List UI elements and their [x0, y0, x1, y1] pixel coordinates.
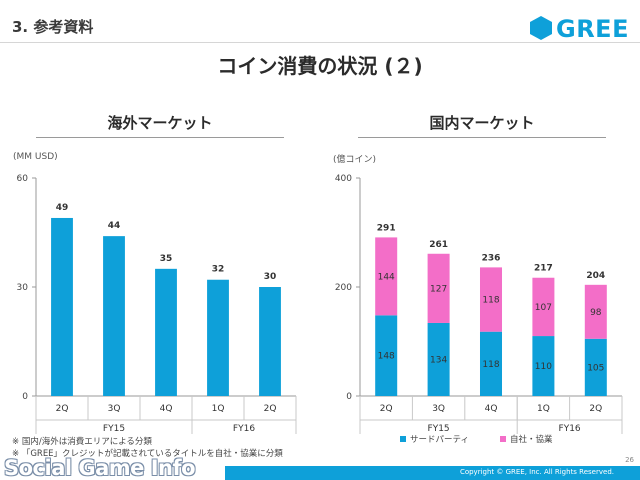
overseas-bar-value-label: 32 — [212, 265, 225, 275]
domestic-bar-third-party — [584, 338, 607, 396]
domestic-bar-third-party — [479, 331, 503, 396]
copyright: Copyright © GREE, Inc. All Rights Reserv… — [459, 468, 614, 476]
domestic-bar-in-house-label: 144 — [378, 272, 395, 282]
overseas-category-label: 2Q — [56, 404, 69, 414]
domestic-legend-swatch — [400, 436, 406, 442]
overseas-bar — [51, 217, 73, 396]
overseas-y-tick-label: 60 — [17, 174, 29, 184]
overseas-bar — [207, 279, 229, 396]
domestic-bar-in-house-label: 98 — [590, 308, 602, 318]
hexagon-logo-icon — [530, 16, 552, 40]
domestic-bar-total-label: 204 — [586, 271, 605, 281]
domestic-bar-in-house — [427, 253, 450, 323]
domestic-bar-total-label: 261 — [429, 240, 448, 250]
overseas-bar — [259, 287, 281, 396]
domestic-category-label: 4Q — [485, 404, 498, 414]
footer-band — [225, 466, 640, 480]
overseas-bar-value-label: 35 — [160, 254, 173, 264]
overseas-category-label: 2Q — [264, 404, 277, 414]
overseas-unit-label: (MM USD) — [13, 152, 58, 162]
overseas-bar-value-label: 49 — [56, 203, 69, 213]
domestic-y-tick-label: 400 — [335, 174, 352, 184]
domestic-group-label: FY16 — [559, 424, 581, 434]
domestic-bar-third-party-label: 110 — [535, 362, 552, 372]
domestic-category-label: 2Q — [380, 404, 393, 414]
overseas-panel-divider — [36, 137, 284, 138]
domestic-y-tick-label: 0 — [346, 392, 352, 402]
domestic-panel-title: 国内マーケット — [429, 114, 535, 132]
overseas-group-label: FY15 — [103, 424, 125, 434]
domestic-bar-total-label: 236 — [482, 253, 501, 263]
domestic-legend-label: 自社・協業 — [510, 434, 553, 445]
domestic-bar-third-party-label: 148 — [378, 352, 395, 362]
domestic-bar-third-party — [532, 336, 555, 396]
overseas-bar — [103, 236, 125, 396]
overseas-y-tick-label: 0 — [22, 392, 28, 402]
domestic-bar-in-house-label: 118 — [482, 296, 499, 306]
overseas-category-label: 4Q — [160, 404, 173, 414]
domestic-bar-in-house-label: 107 — [535, 303, 552, 313]
header-divider — [0, 42, 640, 43]
domestic-legend-swatch — [500, 436, 506, 442]
domestic-unit-label: (億コイン) — [333, 155, 377, 165]
gree-logo: GREE — [530, 14, 630, 44]
overseas-category-label: 1Q — [212, 404, 225, 414]
domestic-panel-divider — [358, 137, 606, 138]
footnote-1: ※ 国内/海外は消費エリアによる分類 — [12, 437, 152, 447]
overseas-group-label: FY16 — [233, 424, 255, 434]
domestic-category-label: 2Q — [589, 404, 602, 414]
overseas-bar — [155, 268, 177, 396]
domestic-group-label: FY15 — [428, 424, 450, 434]
page-number: 26 — [625, 456, 634, 464]
domestic-legend-label: サードパーティ — [410, 435, 469, 445]
watermark: Social Game Info — [4, 456, 196, 480]
overseas-bar-value-label: 30 — [264, 272, 277, 282]
footnotes: ※ 国内/海外は消費エリアによる分類 ※ 「GREE」クレジットが記載されている… — [12, 436, 283, 460]
logo-text: GREE — [556, 15, 629, 43]
overseas-bar-value-label: 44 — [108, 221, 121, 231]
domestic-bar-third-party-label: 105 — [587, 363, 604, 373]
domestic-bar-in-house — [479, 267, 503, 332]
domestic-bar-in-house — [532, 277, 555, 337]
domestic-y-tick-label: 200 — [335, 283, 352, 293]
domestic-bar-total-label: 291 — [377, 223, 396, 233]
domestic-category-label: 1Q — [537, 404, 550, 414]
domestic-category-label: 3Q — [432, 404, 445, 414]
domestic-bar-in-house-label: 127 — [430, 284, 447, 294]
domestic-bar-third-party-label: 134 — [430, 355, 447, 365]
domestic-bar-in-house — [375, 237, 398, 316]
domestic-bar-in-house — [584, 284, 607, 339]
overseas-category-label: 3Q — [108, 404, 121, 414]
overseas-panel-title: 海外マーケット — [107, 114, 213, 132]
domestic-bar-third-party — [375, 315, 398, 396]
section-title: 3. 参考資料 — [12, 18, 94, 36]
domestic-bar-third-party-label: 118 — [482, 360, 499, 370]
overseas-y-tick-label: 30 — [17, 283, 29, 293]
domestic-bar-total-label: 217 — [534, 264, 553, 274]
page-title: コイン消費の状況 (２) — [217, 54, 423, 78]
domestic-bar-third-party — [427, 322, 450, 396]
footnote-2: ※ 「GREE」クレジットが記載されているタイトルを自社・協業に分類 — [12, 449, 283, 459]
